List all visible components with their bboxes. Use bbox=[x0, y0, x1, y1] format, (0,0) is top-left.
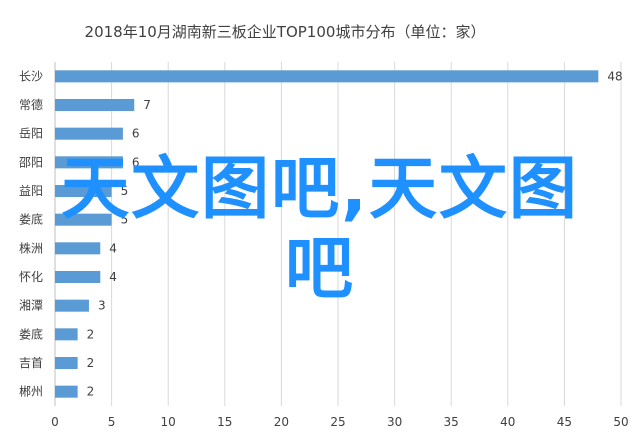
bar bbox=[55, 328, 78, 341]
bar bbox=[55, 156, 123, 169]
bar bbox=[55, 213, 112, 226]
value-label: 48 bbox=[607, 69, 622, 83]
bar bbox=[55, 270, 101, 284]
value-label: 2 bbox=[87, 356, 95, 370]
x-tick-label: 0 bbox=[51, 415, 59, 429]
category-label: 长沙 bbox=[19, 69, 43, 83]
bar bbox=[55, 184, 112, 198]
bar bbox=[55, 385, 78, 398]
bar bbox=[55, 70, 599, 83]
category-label: 娄底 bbox=[19, 326, 43, 341]
labels: 0 5 10 15 20 25 30 35 40 45 50 长沙 48 常德 7 岳阳 6 邵阳 6 益阳 5 娄底 5 株… bbox=[19, 69, 629, 429]
category-label: 益阳 bbox=[19, 184, 43, 198]
x-tick-label: 30 bbox=[387, 415, 402, 429]
category-label: 怀化 bbox=[19, 270, 43, 284]
bar bbox=[55, 299, 89, 312]
category-label: 株洲 bbox=[19, 240, 43, 255]
value-label: 2 bbox=[87, 327, 95, 341]
x-tick-label: 35 bbox=[444, 415, 459, 429]
value-label: 2 bbox=[87, 385, 95, 399]
category-label: 吉首 bbox=[19, 356, 43, 370]
value-label: 6 bbox=[132, 127, 140, 141]
bar bbox=[55, 127, 123, 140]
bars bbox=[55, 70, 599, 398]
bar bbox=[55, 98, 135, 112]
value-label: 5 bbox=[121, 184, 129, 198]
x-tick-label: 20 bbox=[274, 415, 289, 429]
category-label: 岳阳 bbox=[19, 127, 43, 141]
category-label: 常德 bbox=[19, 97, 43, 112]
x-tick-label: 25 bbox=[330, 415, 345, 429]
category-label: 郴州 bbox=[19, 385, 43, 399]
value-label: 7 bbox=[143, 98, 151, 112]
x-tick-label: 45 bbox=[557, 415, 572, 429]
bar bbox=[55, 356, 78, 370]
category-label: 邵阳 bbox=[19, 155, 43, 169]
x-tick-label: 50 bbox=[613, 415, 628, 429]
x-tick-label: 15 bbox=[217, 415, 232, 429]
chart-title: 2018年10月湖南新三板企业TOP100城市分布（单位：家） bbox=[85, 23, 486, 41]
value-label: 5 bbox=[121, 213, 129, 227]
category-label: 娄底 bbox=[19, 212, 43, 227]
gridlines bbox=[54, 62, 622, 406]
x-tick-label: 40 bbox=[500, 415, 515, 429]
value-label: 4 bbox=[109, 241, 117, 255]
value-label: 4 bbox=[109, 270, 117, 284]
value-label: 3 bbox=[98, 299, 106, 313]
category-label: 湘潭 bbox=[19, 298, 43, 313]
x-tick-label: 5 bbox=[108, 415, 116, 429]
bar bbox=[55, 242, 101, 255]
x-tick-label: 10 bbox=[161, 415, 176, 429]
value-label: 6 bbox=[132, 155, 140, 169]
